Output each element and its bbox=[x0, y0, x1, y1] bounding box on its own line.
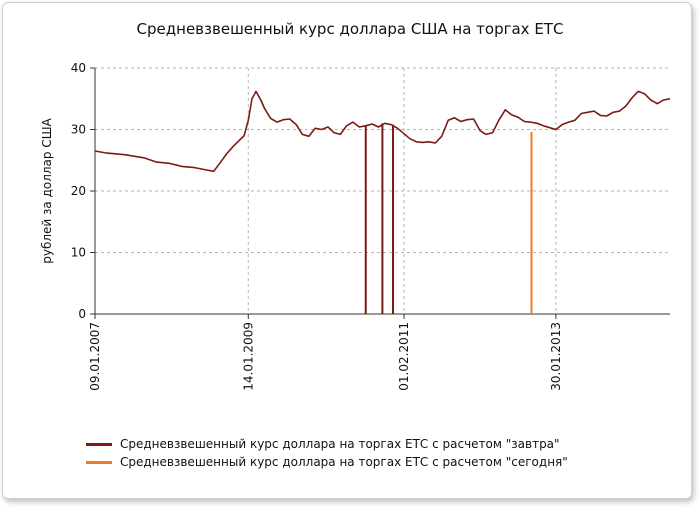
x-tick-label: 09.01.2007 bbox=[88, 322, 102, 391]
legend-item-tomorrow: Средневзвешенный курс доллара на торгах … bbox=[86, 435, 568, 453]
series-tomorrow-line bbox=[94, 90, 671, 173]
legend-swatch-today bbox=[86, 460, 112, 464]
y-tick-label: 0 bbox=[78, 307, 86, 321]
legend-swatch-tomorrow bbox=[86, 442, 112, 446]
x-tick-label: 14.01.2009 bbox=[241, 322, 255, 391]
grid-layer bbox=[95, 67, 670, 314]
y-tick-label: 10 bbox=[71, 246, 86, 260]
legend-label-tomorrow: Средневзвешенный курс доллара на торгах … bbox=[120, 437, 560, 451]
y-tick-label: 20 bbox=[71, 184, 86, 198]
y-tick-label: 30 bbox=[71, 123, 86, 137]
x-tick-label: 01.02.2011 bbox=[397, 322, 411, 391]
axis-layer bbox=[90, 67, 670, 319]
y-axis-label: рублей за доллар США bbox=[40, 117, 54, 263]
legend-item-today: Средневзвешенный курс доллара на торгах … bbox=[86, 453, 568, 471]
series-layer bbox=[94, 90, 671, 314]
x-tick-label: 30.01.2013 bbox=[549, 322, 563, 391]
chart-title: Средневзвешенный курс доллара США на тор… bbox=[136, 20, 564, 38]
label-layer: 0 10 20 30 40 09.01.2007 14.01.2009 01.02.2011 3… bbox=[40, 61, 563, 391]
chart-frame bbox=[2, 2, 692, 499]
legend: Средневзвешенный курс доллара на торгах … bbox=[86, 435, 568, 471]
y-tick-label: 40 bbox=[71, 61, 86, 75]
legend-label-today: Средневзвешенный курс доллара на торгах … bbox=[120, 455, 568, 469]
